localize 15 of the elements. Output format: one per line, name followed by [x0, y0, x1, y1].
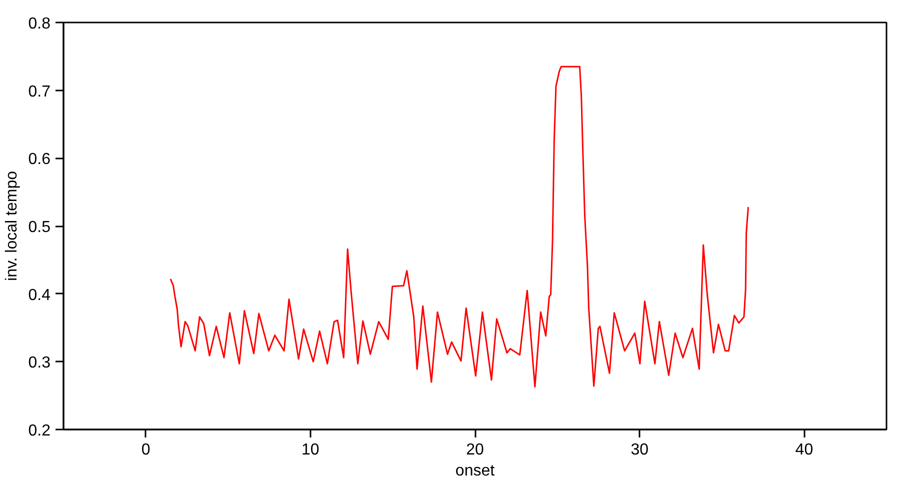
x-axis-title: onset [455, 462, 496, 480]
y-axis-title: inv. local tempo [3, 170, 20, 281]
x-tick-label: 40 [795, 442, 814, 458]
y-tick-label: 0.5 [28, 219, 51, 236]
x-tick-label: 10 [302, 442, 320, 458]
y-tick-label: 0.7 [28, 83, 51, 100]
y-tick-label: 0.3 [28, 354, 51, 372]
x-tick-label: 30 [630, 442, 649, 458]
line-series [170, 66, 749, 388]
y-tick-label: 0.8 [28, 16, 51, 32]
x-tick-label: 20 [466, 442, 484, 458]
y-tick-label: 0.6 [28, 151, 51, 168]
y-tick-label: 0.4 [28, 286, 51, 304]
x-tick-label: 0 [141, 442, 150, 458]
y-tick-label: 0.2 [28, 422, 51, 440]
